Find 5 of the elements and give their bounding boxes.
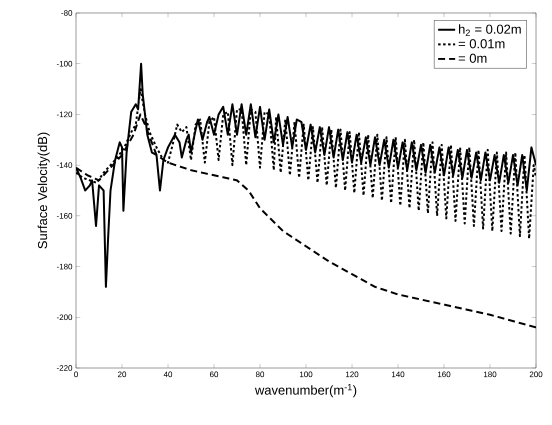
- x-axis-title: wavenumber(m$^{-1}$): [254, 384, 356, 398]
- legend-label: = 0.01m: [458, 39, 504, 48]
- legend-label: = 0m: [458, 54, 486, 63]
- legend-label: h$_{2}$ = 0.02m: [459, 24, 521, 36]
- y-axis-title: Surface Velocity(dB): [38, 132, 50, 249]
